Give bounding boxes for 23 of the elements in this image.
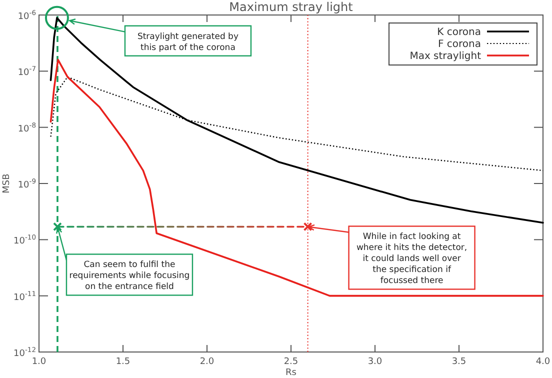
- annotation: Can seem to fulfil the requirements while focusing on the entrance field: [69, 260, 190, 292]
- legend-label: Max straylight: [410, 51, 482, 62]
- x-tick-label: 3.5: [452, 357, 466, 367]
- x-tick-label: 1.0: [32, 357, 46, 367]
- y-tick-label: 10$^{-11}$: [14, 290, 36, 303]
- x-axis-title: Rs: [286, 368, 297, 378]
- x-tick-label: 3.0: [368, 357, 382, 367]
- legend-label: K corona: [437, 27, 481, 38]
- y-tick-label: 10$^{-7}$: [18, 65, 36, 78]
- y-tick-label: 10$^{-8}$: [18, 121, 36, 134]
- annotation: Straylight generated by this part of the corona: [137, 32, 238, 53]
- y-tick-label: 10$^{-9}$: [18, 178, 36, 190]
- annotation: While in fact looking at where it hits the detector, it could lands well over the specification if focussed there: [356, 232, 468, 286]
- y-tick-label: 10$^{-10}$: [14, 234, 36, 247]
- chart-title: Maximum stray light: [229, 0, 354, 14]
- legend-label: F corona: [438, 39, 481, 50]
- y-tick-label: 10$^{-12}$: [14, 346, 36, 359]
- y-tick-label: 10$^{-6}$: [18, 9, 36, 22]
- x-tick-label: 2.5: [284, 357, 298, 367]
- x-tick-label: 4.0: [536, 357, 550, 367]
- y-axis-title: MSB: [2, 174, 12, 194]
- x-tick-label: 1.5: [116, 357, 130, 367]
- x-tick-label: 2.0: [200, 357, 214, 367]
